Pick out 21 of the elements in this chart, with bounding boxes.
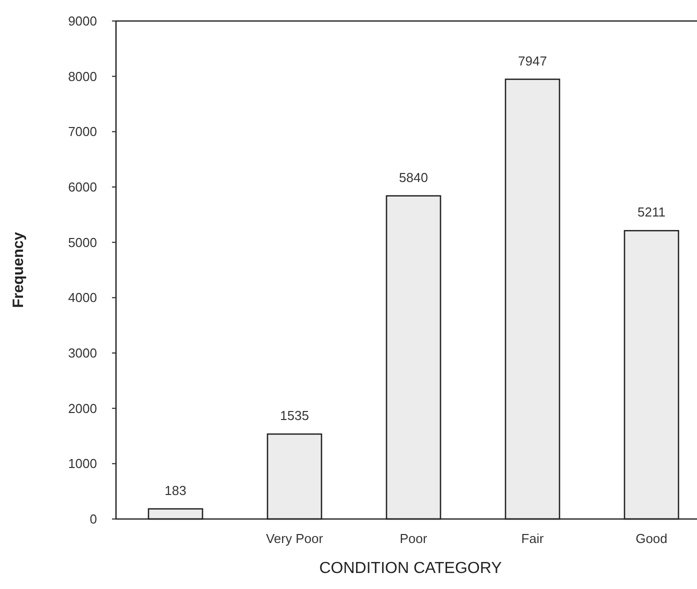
x-tick-label: Very Poor — [266, 531, 324, 546]
y-axis-title: Frequency — [10, 231, 27, 308]
y-tick-label: 3000 — [68, 346, 97, 361]
data-label: 5840 — [399, 170, 428, 185]
y-tick-label: 5000 — [68, 234, 97, 250]
data-label: 7947 — [518, 53, 547, 68]
data-label: 1535 — [280, 408, 309, 424]
y-tick-label: 4000 — [68, 290, 97, 306]
y-tick-label: 7000 — [68, 124, 97, 140]
y-tick-label: 2000 — [68, 400, 97, 416]
x-tick-label: Fair — [521, 531, 544, 546]
x-tick-label: Poor — [400, 531, 428, 546]
data-label: 183 — [164, 482, 186, 498]
y-tick-label: 9000 — [68, 14, 97, 29]
y-tick-label: 6000 — [68, 180, 97, 195]
x-axis-title: CONDITION CATEGORY — [319, 560, 502, 577]
x-tick-label: Good — [636, 531, 668, 546]
y-tick-label: 0 — [90, 512, 97, 527]
y-tick-label: 1000 — [68, 456, 97, 472]
data-label: 5211 — [638, 204, 666, 220]
y-tick-label: 8000 — [68, 68, 97, 84]
